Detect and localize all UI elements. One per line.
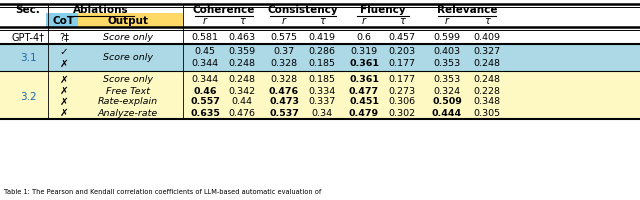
Text: 0.463: 0.463: [228, 32, 255, 42]
Text: 0.337: 0.337: [308, 98, 335, 106]
Text: 0.344: 0.344: [191, 75, 219, 84]
Text: τ: τ: [239, 16, 245, 26]
Text: r: r: [282, 16, 286, 26]
Text: Coherence: Coherence: [192, 5, 255, 15]
Text: 0.177: 0.177: [388, 75, 415, 84]
Text: 0.557: 0.557: [190, 98, 220, 106]
Text: 0.302: 0.302: [388, 108, 415, 117]
Text: CoT: CoT: [53, 16, 75, 26]
Text: 0.537: 0.537: [269, 108, 299, 117]
Text: Fluency: Fluency: [360, 5, 406, 15]
Text: 0.203: 0.203: [388, 47, 415, 56]
Text: Rate-explain: Rate-explain: [98, 98, 158, 106]
Text: 0.6: 0.6: [356, 32, 371, 42]
Text: Score only: Score only: [103, 32, 153, 42]
Text: 0.328: 0.328: [271, 60, 298, 68]
Text: 0.328: 0.328: [271, 75, 298, 84]
Text: 0.286: 0.286: [308, 47, 335, 56]
Text: Free Text: Free Text: [106, 86, 150, 96]
Text: ✗: ✗: [60, 75, 68, 85]
Text: 0.599: 0.599: [433, 32, 461, 42]
Text: τ: τ: [399, 16, 405, 26]
Text: 0.46: 0.46: [193, 86, 217, 96]
Bar: [78, 13, 183, 27]
Text: 0.348: 0.348: [474, 98, 500, 106]
Text: Table 1: The Pearson and Kendall correlation coefficients of LLM-based automatic: Table 1: The Pearson and Kendall correla…: [4, 189, 321, 195]
Text: 0.305: 0.305: [474, 108, 500, 117]
Text: Sec.: Sec.: [15, 5, 40, 15]
Text: 0.44: 0.44: [232, 98, 253, 106]
Text: 0.342: 0.342: [228, 86, 255, 96]
Text: 0.409: 0.409: [474, 32, 500, 42]
Text: Consistency: Consistency: [268, 5, 339, 15]
Text: 0.353: 0.353: [433, 75, 461, 84]
Text: 0.248: 0.248: [228, 60, 255, 68]
Text: 0.473: 0.473: [269, 98, 299, 106]
Bar: [0, 44, 640, 71]
Text: 0.451: 0.451: [349, 98, 379, 106]
Text: 0.228: 0.228: [474, 86, 500, 96]
Text: 0.457: 0.457: [388, 32, 415, 42]
Text: τ: τ: [484, 16, 490, 26]
Text: Score only: Score only: [103, 53, 153, 62]
Text: 0.177: 0.177: [388, 60, 415, 68]
Text: Ablations: Ablations: [73, 5, 129, 15]
Text: ✗: ✗: [60, 108, 68, 118]
Text: Score only: Score only: [103, 75, 153, 84]
Text: 0.306: 0.306: [388, 98, 415, 106]
Text: 0.403: 0.403: [433, 47, 461, 56]
Text: ✓: ✓: [60, 47, 68, 57]
Bar: [0, 27, 640, 44]
Text: 0.324: 0.324: [433, 86, 461, 96]
Text: 0.479: 0.479: [349, 108, 379, 117]
Text: 0.444: 0.444: [432, 108, 462, 117]
Text: 0.509: 0.509: [432, 98, 462, 106]
Text: 0.575: 0.575: [271, 32, 298, 42]
Text: r: r: [203, 16, 207, 26]
Text: 0.361: 0.361: [349, 75, 379, 84]
Text: 0.319: 0.319: [351, 47, 378, 56]
Text: 0.476: 0.476: [228, 108, 255, 117]
Text: 0.248: 0.248: [474, 60, 500, 68]
Text: GPT-4†: GPT-4†: [12, 32, 45, 42]
Text: 0.185: 0.185: [308, 60, 335, 68]
Bar: [46, 13, 82, 27]
Text: 0.248: 0.248: [228, 75, 255, 84]
Text: 0.353: 0.353: [433, 60, 461, 68]
Text: ✗: ✗: [60, 59, 68, 69]
Text: 3.1: 3.1: [20, 53, 36, 63]
Text: Output: Output: [108, 16, 148, 26]
Text: r: r: [445, 16, 449, 26]
Text: τ: τ: [319, 16, 325, 26]
Text: 0.359: 0.359: [228, 47, 255, 56]
Text: Relevance: Relevance: [436, 5, 497, 15]
Text: 0.248: 0.248: [474, 75, 500, 84]
Text: 0.361: 0.361: [349, 60, 379, 68]
Text: 0.344: 0.344: [191, 60, 219, 68]
Text: ?‡: ?‡: [59, 32, 69, 42]
Text: Analyze-rate: Analyze-rate: [98, 108, 158, 117]
Text: 0.327: 0.327: [474, 47, 500, 56]
Text: 0.581: 0.581: [191, 32, 218, 42]
Text: 0.45: 0.45: [195, 47, 216, 56]
Bar: [0, 71, 640, 119]
Text: r: r: [362, 16, 366, 26]
Text: 3.2: 3.2: [20, 92, 36, 102]
Text: ✗: ✗: [60, 97, 68, 107]
Text: ✗: ✗: [60, 86, 68, 96]
Text: 0.476: 0.476: [269, 86, 299, 96]
Bar: [0, 4, 640, 27]
Text: 0.37: 0.37: [273, 47, 294, 56]
Text: 0.334: 0.334: [308, 86, 335, 96]
Text: 0.419: 0.419: [308, 32, 335, 42]
Text: 0.477: 0.477: [349, 86, 379, 96]
Text: 0.185: 0.185: [308, 75, 335, 84]
Text: 0.273: 0.273: [388, 86, 415, 96]
Text: 0.635: 0.635: [190, 108, 220, 117]
Text: 0.34: 0.34: [312, 108, 333, 117]
